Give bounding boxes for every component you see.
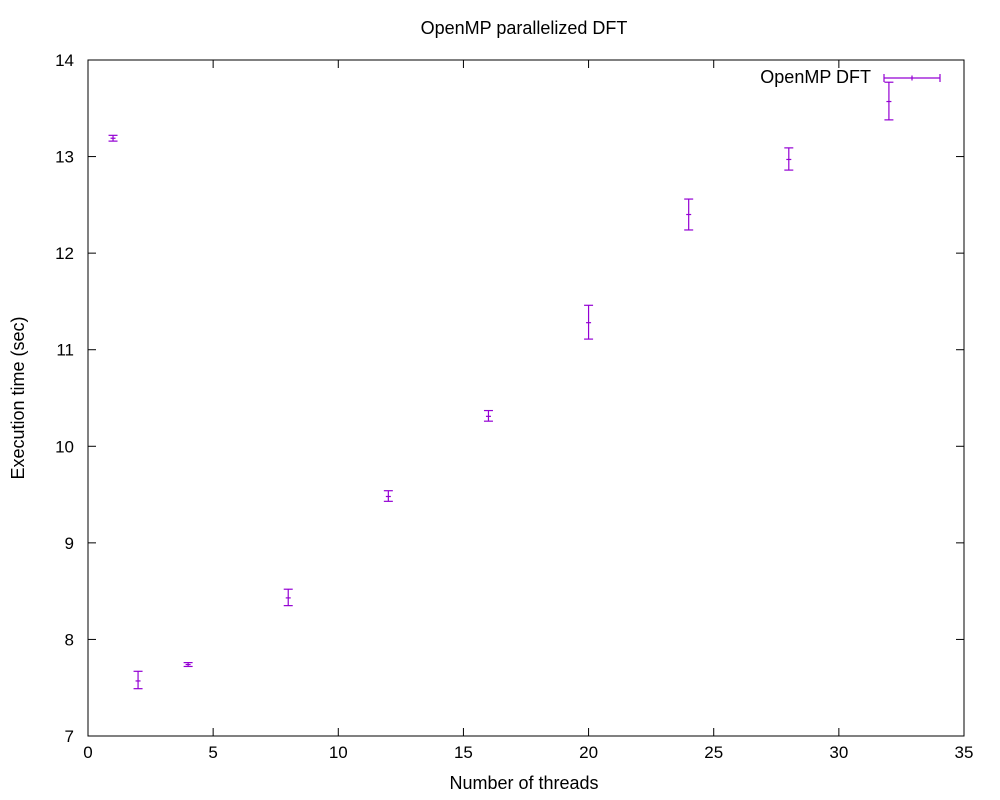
y-tick-label: 10 — [55, 437, 74, 456]
data-point — [483, 409, 493, 422]
x-tick-label: 20 — [579, 743, 598, 762]
x-tick-label: 5 — [208, 743, 217, 762]
data-point — [584, 304, 594, 340]
y-axis: 7 8 9 10 11 12 13 14 — [55, 51, 964, 746]
y-tick-label: 12 — [55, 244, 74, 263]
x-tick-label: 25 — [704, 743, 723, 762]
x-tick-label: 35 — [955, 743, 974, 762]
data-point — [283, 588, 293, 607]
y-tick-label: 7 — [65, 727, 74, 746]
series-openmp-dft — [108, 81, 894, 690]
y-tick-label: 14 — [55, 51, 74, 70]
x-axis-label: Number of threads — [449, 773, 598, 793]
x-tick-label: 10 — [329, 743, 348, 762]
legend: OpenMP DFT — [760, 67, 941, 87]
data-point — [383, 490, 393, 502]
x-tick-label: 0 — [83, 743, 92, 762]
chart-title: OpenMP parallelized DFT — [421, 18, 628, 38]
y-tick-label: 11 — [56, 341, 74, 360]
plot-frame — [87, 59, 965, 737]
x-tick-label: 15 — [454, 743, 473, 762]
x-axis: 0 5 10 15 20 25 30 35 — [83, 60, 973, 762]
data-point — [784, 147, 794, 171]
y-tick-label: 8 — [65, 630, 74, 649]
x-tick-label: 30 — [829, 743, 848, 762]
y-tick-label: 13 — [55, 148, 74, 167]
data-point — [684, 198, 694, 231]
y-axis-label: Execution time (sec) — [8, 316, 28, 479]
y-tick-label: 9 — [65, 534, 74, 553]
legend-sample — [883, 74, 941, 82]
data-point — [133, 670, 143, 690]
data-point — [183, 662, 193, 668]
legend-label: OpenMP DFT — [760, 67, 871, 87]
data-point — [108, 134, 118, 142]
data-point — [884, 81, 894, 121]
